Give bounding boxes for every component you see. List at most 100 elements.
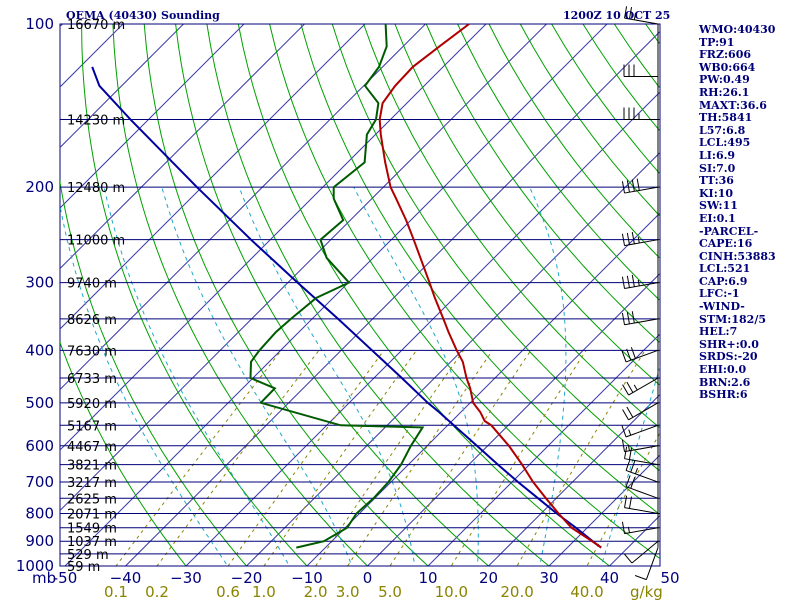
height-tick-label: 1037 m — [67, 535, 117, 550]
temperature-trace — [378, 24, 602, 549]
wind-barb — [623, 107, 658, 120]
index-line: TT:36 — [699, 174, 734, 188]
temperature-tick-label: 30 — [539, 569, 558, 587]
height-tick-label: 59 m — [67, 560, 100, 575]
index-line: EI:0.1 — [699, 211, 736, 225]
isotherm — [124, 30, 660, 566]
isotherm — [245, 151, 660, 566]
isotherm — [60, 24, 548, 512]
mixing-ratio-line — [263, 350, 418, 566]
dry-adiabat — [175, 24, 490, 566]
wind-barb — [623, 540, 659, 564]
mixing-ratio-tick-label: 10.0 — [435, 583, 468, 600]
mixing-ratio-line — [115, 349, 282, 566]
pressure-tick-label: 500 — [25, 394, 54, 412]
moist-adiabat — [529, 186, 567, 566]
index-line: -WIND- — [699, 300, 745, 314]
dry-adiabat — [457, 24, 660, 302]
moist-adiabat — [60, 203, 229, 566]
moist-adiabat — [103, 187, 290, 566]
isotherm — [60, 24, 427, 391]
isotherm — [64, 24, 608, 566]
mixing-ratio-tick-label: 0.1 — [104, 583, 128, 600]
dry-adiabat — [237, 24, 611, 566]
valid-time: 1200Z 10 OCT 25 — [563, 9, 671, 22]
temperature-tick-label: −10 — [291, 569, 323, 587]
dry-adiabat — [60, 179, 248, 566]
wind-barb — [621, 439, 659, 453]
wind-barb — [625, 458, 659, 483]
index-line: SHR+:0.0 — [699, 337, 759, 351]
temperature-tick-label: 10 — [418, 569, 437, 587]
mixing-ratio-tick-label: 20.0 — [500, 583, 533, 600]
wind-barb — [624, 446, 659, 466]
index-line: TP:91 — [699, 35, 735, 49]
height-tick-label: 1549 m — [67, 522, 117, 537]
index-line: -PARCEL- — [699, 224, 759, 238]
index-line: RH:26.1 — [699, 85, 750, 99]
index-line: EHI:0.0 — [699, 363, 747, 377]
wind-barb — [621, 178, 659, 194]
moist-adiabat — [161, 187, 353, 566]
height-tick-label: 529 m — [67, 548, 109, 563]
wind-barb — [622, 402, 659, 421]
pressure-tick-label: 200 — [25, 178, 54, 196]
moist-adiabat — [238, 187, 416, 566]
isotherm — [366, 272, 660, 566]
isotherm — [60, 24, 185, 149]
dry-adiabat — [143, 24, 429, 566]
pressure-tick-label: 300 — [25, 274, 54, 292]
mixing-ratio-line — [347, 350, 494, 566]
height-tick-label: 11000 m — [67, 234, 125, 249]
isotherm — [60, 24, 487, 451]
pressure-tick-label: 400 — [25, 341, 54, 359]
index-line: SI:7.0 — [699, 161, 736, 175]
height-tick-label: 3217 m — [67, 476, 117, 491]
height-tick-label: 14230 m — [67, 113, 125, 128]
wind-barb — [621, 274, 659, 289]
dry-adiabat — [60, 340, 187, 566]
station-title: OEMA (40430) Sounding — [66, 9, 220, 22]
pressure-unit-label: mb — [32, 569, 56, 587]
temperature-tick-label: −30 — [170, 569, 202, 587]
index-line: L57:6.8 — [699, 123, 746, 137]
index-line: CAPE:16 — [699, 237, 753, 251]
temperature-tick-label: -50 — [53, 569, 78, 587]
wind-barb — [624, 6, 659, 25]
mixing-ratio-tick-label: 5.0 — [378, 583, 402, 600]
wind-barb — [624, 495, 659, 514]
chart-profiles — [91, 24, 602, 549]
indices-panel: WMO:40430 TP:91 FRZ:606 WB0:664 PW:0.49 RH:26… — [699, 23, 799, 402]
mixing-ratio-unit-label: g/kg — [630, 583, 663, 600]
index-line: TH:5841 — [699, 111, 753, 125]
index-line: LCL:521 — [699, 262, 751, 276]
moist-adiabat — [353, 186, 479, 566]
mixing-ratio-tick-label: 1.0 — [252, 583, 276, 600]
height-tick-label: 4467 m — [67, 440, 117, 455]
index-line: STM:182/5 — [699, 312, 766, 326]
pressure-tick-label: 900 — [25, 532, 54, 550]
wind-barb — [621, 521, 659, 535]
wind-barb — [623, 64, 658, 78]
temperature-tick-label: 50 — [660, 569, 679, 587]
index-line: HEL:7 — [699, 325, 738, 339]
isotherm — [60, 24, 366, 330]
height-tick-label: 2625 m — [67, 492, 117, 507]
index-line: KI:10 — [699, 186, 734, 200]
mixing-ratio-tick-label: 0.6 — [216, 583, 240, 600]
mixing-ratio-tick-label: 3.0 — [336, 583, 360, 600]
mixing-ratio-tick-label: 0.2 — [145, 583, 169, 600]
pressure-tick-label: 1000 — [16, 557, 54, 575]
dry-adiabat — [206, 24, 550, 566]
mixing-ratio-tick-label: 2.0 — [304, 583, 328, 600]
pressure-tick-label: 600 — [25, 437, 54, 455]
index-line: PW:0.49 — [699, 73, 750, 87]
dry-adiabat — [363, 24, 660, 429]
index-line: BSHR:6 — [699, 388, 748, 402]
mixing-ratio-line — [389, 350, 532, 566]
wind-barb — [622, 377, 659, 396]
mixing-ratio-line — [586, 431, 660, 566]
mixing-ratio-line — [227, 350, 385, 566]
parcel-trace — [91, 66, 602, 549]
